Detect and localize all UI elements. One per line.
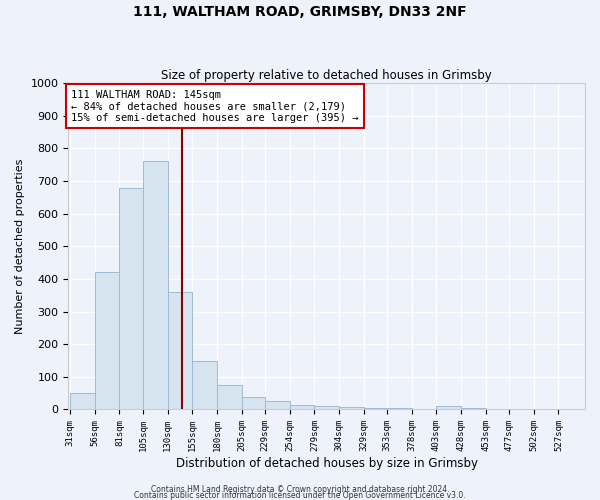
Text: 111 WALTHAM ROAD: 145sqm
← 84% of detached houses are smaller (2,179)
15% of sem: 111 WALTHAM ROAD: 145sqm ← 84% of detach… (71, 90, 359, 123)
Bar (290, 404, 314, 409)
Y-axis label: Number of detached properties: Number of detached properties (15, 158, 25, 334)
Text: 111, WALTHAM ROAD, GRIMSBY, DN33 2NF: 111, WALTHAM ROAD, GRIMSBY, DN33 2NF (133, 5, 467, 19)
Text: Contains public sector information licensed under the Open Government Licence v3: Contains public sector information licen… (134, 491, 466, 500)
Bar (339, 407, 364, 410)
Bar (167, 292, 192, 410)
Bar (461, 408, 485, 410)
X-axis label: Distribution of detached houses by size in Grimsby: Distribution of detached houses by size … (176, 457, 478, 470)
Title: Size of property relative to detached houses in Grimsby: Size of property relative to detached ho… (161, 69, 492, 82)
Bar (265, 402, 290, 409)
Bar (242, 397, 265, 409)
Bar (119, 188, 143, 410)
Bar (314, 406, 339, 409)
Text: Contains HM Land Registry data © Crown copyright and database right 2024.: Contains HM Land Registry data © Crown c… (151, 485, 449, 494)
Bar (70, 393, 95, 409)
Bar (217, 385, 242, 409)
Bar (387, 408, 412, 410)
Bar (95, 272, 119, 409)
Bar (143, 162, 167, 410)
Bar (192, 360, 217, 410)
Bar (364, 408, 387, 410)
Bar (436, 406, 461, 409)
